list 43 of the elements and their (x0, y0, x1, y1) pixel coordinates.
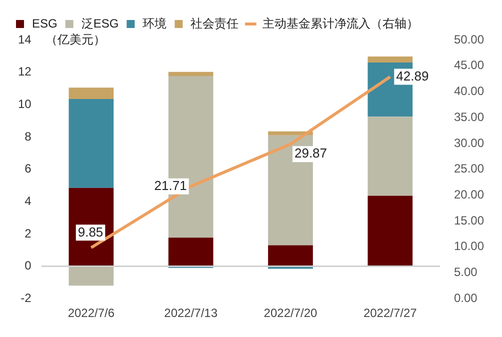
legend-label: 主动基金累计净流入（右轴） (262, 16, 419, 30)
bar (68, 88, 114, 99)
bar (368, 196, 413, 266)
bar (368, 56, 413, 62)
legend-label: 环境 (142, 16, 167, 30)
x-tick-label: 2022/7/6 (68, 306, 115, 320)
bar (68, 266, 114, 286)
y2-tick-label: 35.00 (454, 110, 484, 124)
y-axis-title: （亿美元） (45, 32, 106, 46)
x-tick-label: 2022/7/20 (264, 306, 318, 320)
y2-tick-label: 0.00 (454, 290, 478, 305)
data-label: 21.71 (154, 178, 187, 193)
y-tick-label: 6 (24, 162, 32, 176)
x-tick-label: 2022/7/27 (363, 306, 418, 320)
y2-tick-label: 5.00 (454, 265, 478, 280)
bar (68, 98, 114, 188)
y2-tick-label: 50.00 (454, 32, 484, 46)
y-tick-label: 12 (18, 64, 32, 79)
bar (268, 245, 313, 266)
y-tick-label: 0 (24, 258, 32, 273)
y-tick-label: 14 (18, 32, 32, 46)
y-tick-label: 2 (24, 226, 32, 240)
legend-label: 社会责任 (190, 16, 239, 30)
y2-tick-label: 15.00 (454, 213, 484, 228)
data-label: 9.85 (78, 224, 104, 240)
y-tick-label: -2 (20, 290, 32, 305)
y2-tick-label: 10.00 (454, 239, 484, 254)
y2-tick-label: 25.00 (454, 162, 484, 176)
y2-tick-label: 40.00 (454, 84, 484, 98)
y-tick-label: 10 (18, 96, 32, 111)
y2-tick-label: 30.00 (454, 136, 484, 150)
bar (168, 238, 214, 266)
bar (168, 72, 214, 76)
data-label: 29.87 (294, 146, 328, 161)
y-tick-label: 8 (24, 129, 32, 144)
legend-label: 泛ESG (81, 16, 119, 30)
y-tick-label: 4 (24, 194, 32, 208)
bar (368, 116, 413, 196)
data-label: 42.89 (396, 68, 429, 84)
y2-tick-label: 45.00 (454, 58, 484, 72)
legend-label: ESG (32, 16, 58, 30)
y2-tick-label: 20.00 (454, 187, 484, 202)
x-tick-label: 2022/7/13 (164, 306, 218, 320)
